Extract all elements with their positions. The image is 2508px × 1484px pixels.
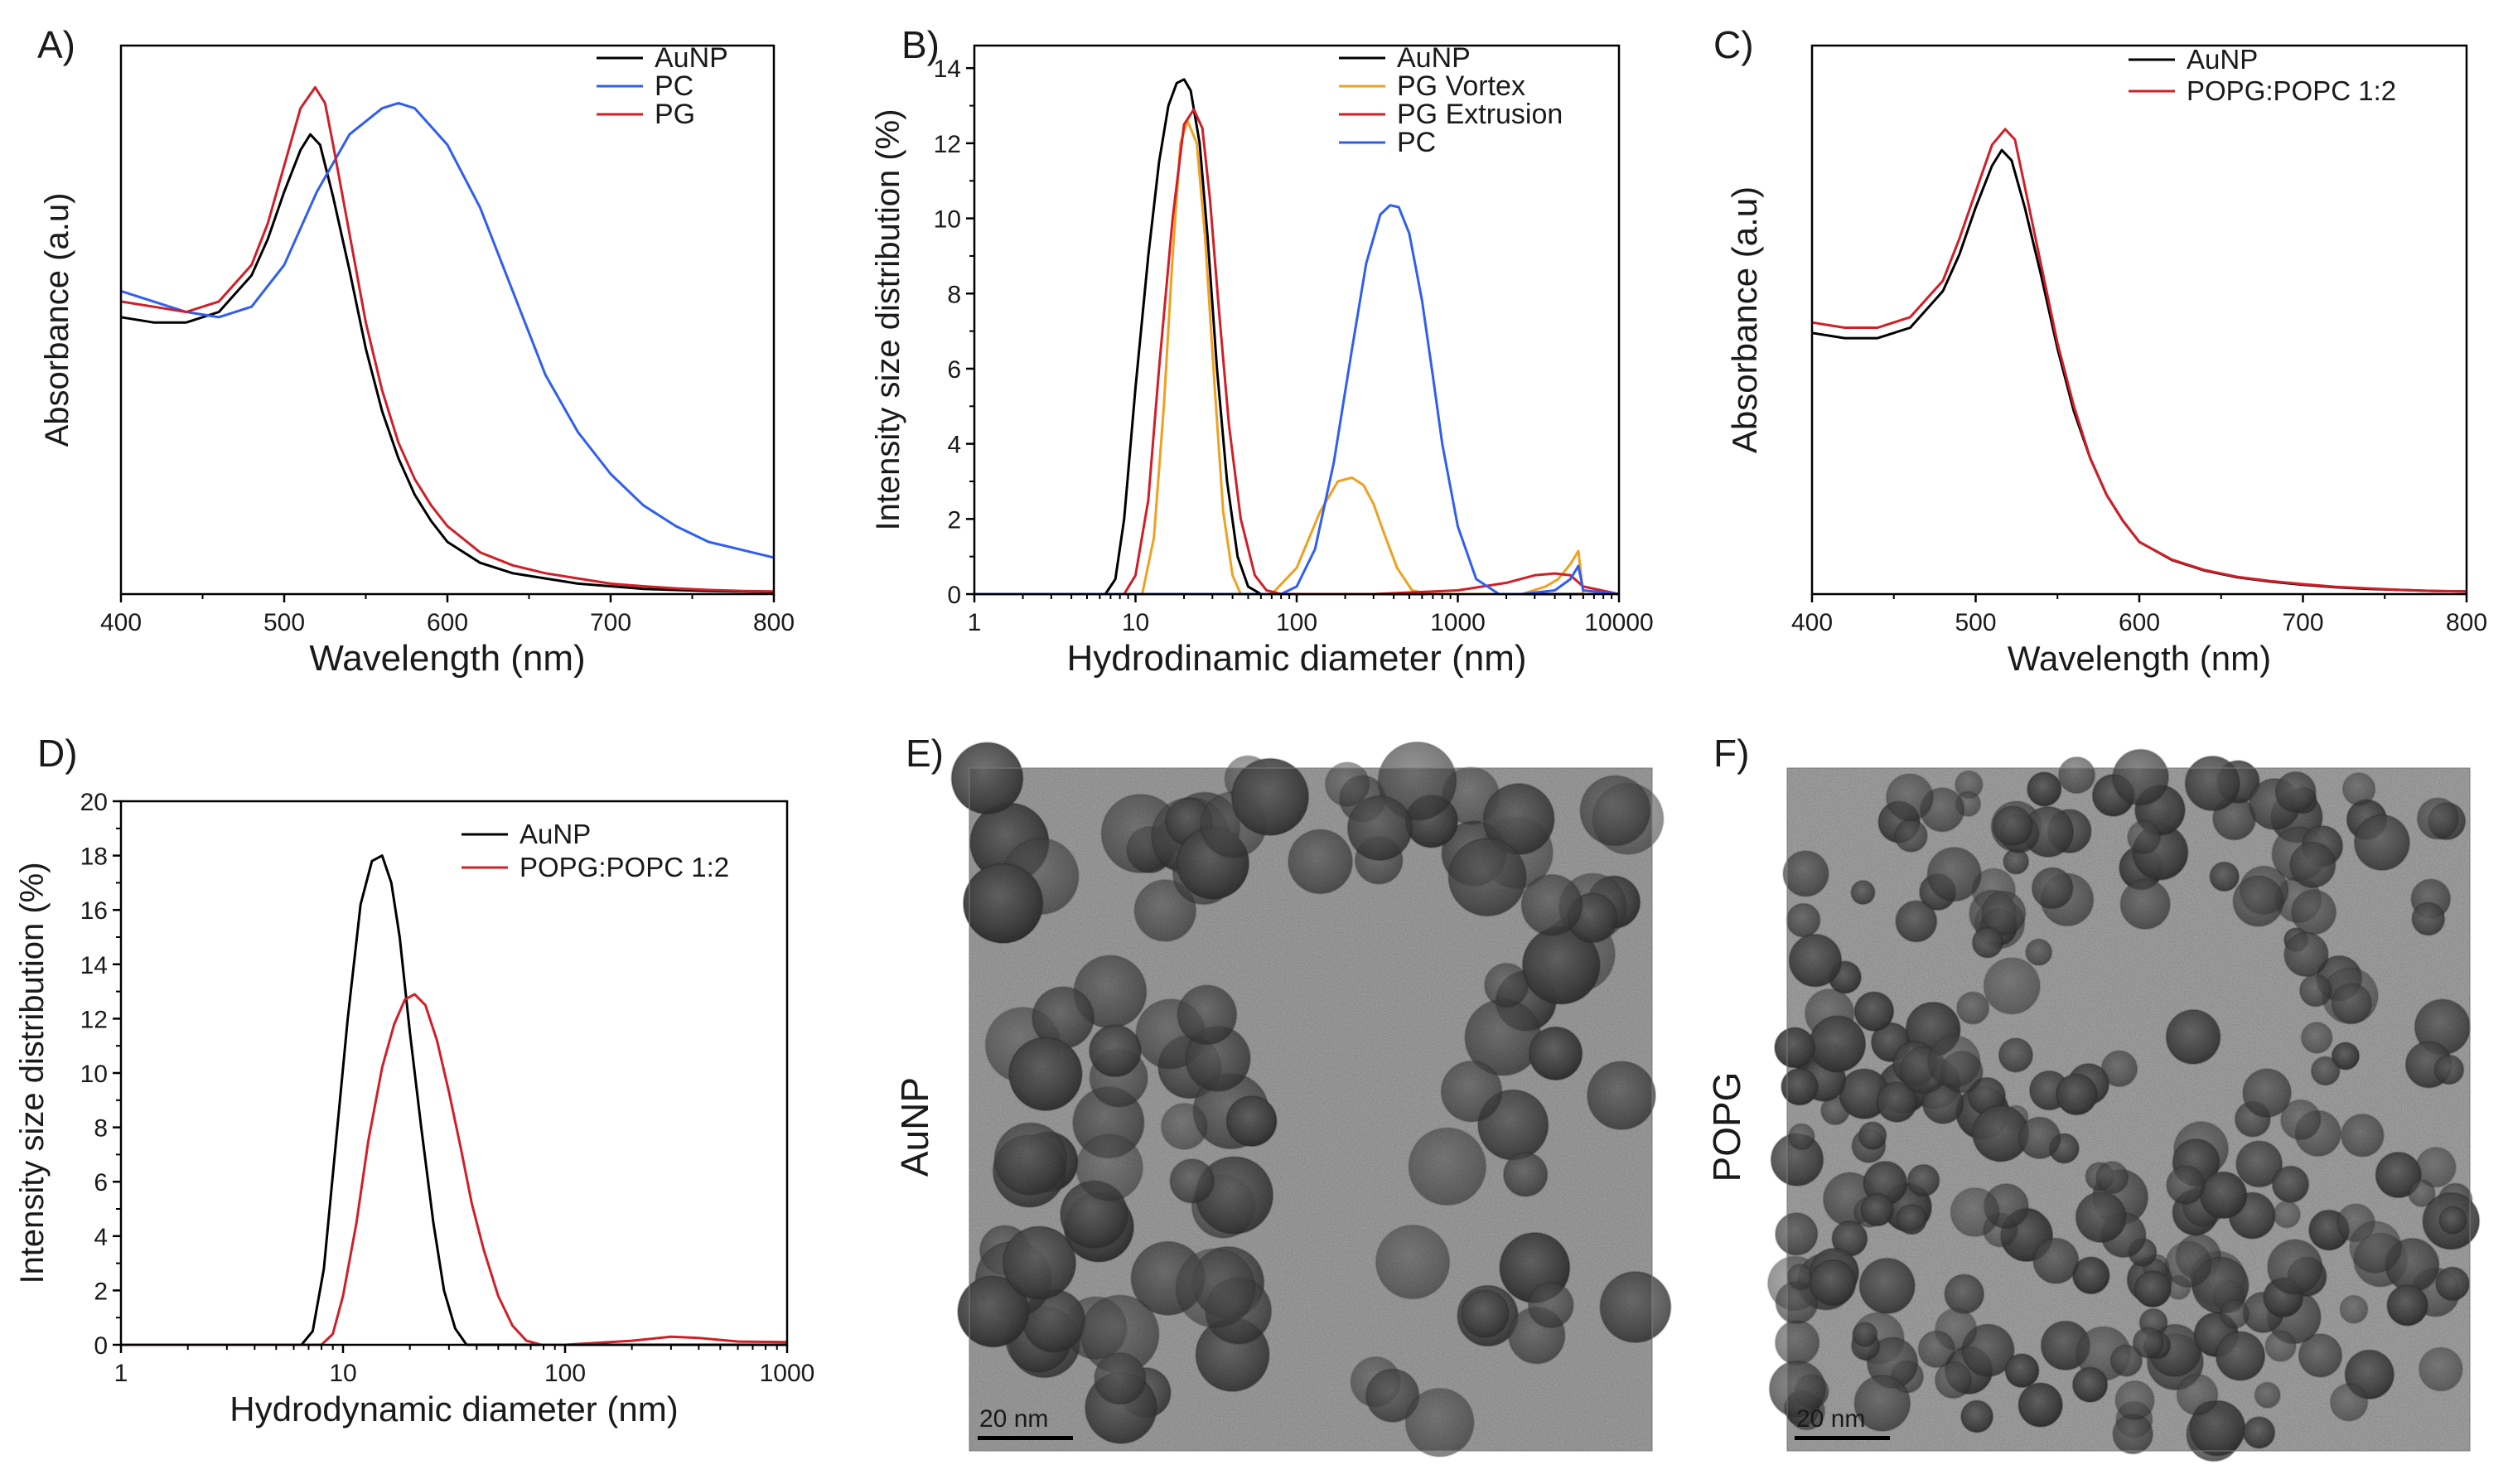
legend-label: AuNP [519,819,591,849]
panel-label-c: C) [1713,23,1754,66]
y-tick-label: 0 [947,582,961,609]
y-tick-label: 6 [94,1169,108,1196]
y-tick-label: 10 [934,206,961,234]
series-line-pg [120,85,775,593]
series-line-popg-popc-1-2 [1811,128,2467,593]
chart-b: 1 10 100 1000 10000 0 2 4 6 8 10 12 14 Hydrodinamic d… [870,42,1654,679]
y-axis-label: Intensity size distribution (%) [870,109,906,530]
x-tick-label: 100 [1276,609,1317,636]
y-tick-label: 18 [80,844,108,871]
x-tick-label: 700 [590,609,631,636]
y-tick-label: 14 [934,56,961,83]
y-tick-label: 10 [80,1061,108,1088]
y-tick-label: 8 [947,281,961,308]
series-line-popg-popc-1-2 [121,993,788,1346]
legend-label: AuNP [655,42,728,74]
tem-image-e [950,741,1672,1457]
x-tick-label: 500 [263,609,305,636]
series-line-aunp [1811,148,2467,593]
y-axis-label: Absorbance (a.u) [1725,186,1764,453]
panel-label-f: F) [1713,732,1749,775]
x-tick-label: 700 [2282,609,2323,636]
x-tick-label: 600 [2119,609,2160,636]
legend-label: POPG:POPC 1:2 [519,852,729,882]
x-axis-label: Hydrodinamic diameter (nm) [1066,638,1526,679]
y-axis-label: Absorbance (a.u) [39,193,75,447]
tem-side-label-e: AuNP [893,1077,936,1177]
x-tick-label: 10 [329,1360,356,1387]
chart-c: 400 500 600 700 800 Wavelength (nm) Absorbance… [1725,44,2487,678]
legend-label: AuNP [1397,42,1471,74]
legend-label: PG [655,99,695,130]
x-tick-label: 800 [753,609,795,636]
x-tick-label: 1000 [1430,609,1486,636]
y-tick-label: 0 [94,1332,108,1360]
x-tick-label: 1 [968,609,982,636]
y-tick-label: 14 [80,952,108,979]
scale-bar-label-e: 20 nm [979,1405,1048,1433]
panel-label-a: A) [37,23,75,66]
y-tick-label: 4 [947,432,961,459]
scale-bar-e [978,1436,1073,1440]
x-axis-label: Wavelength (nm) [309,638,585,679]
y-tick-label: 12 [934,131,961,158]
y-tick-label: 2 [94,1278,108,1305]
x-tick-label: 1000 [760,1360,815,1387]
y-tick-label: 16 [80,897,108,925]
chart-d: 1 10 100 1000 0 2 4 6 8 10 12 14 16 18 20 Hydrodynamic … [14,789,814,1428]
series-line-pg-extrusion [974,108,1620,596]
plot-frame [119,800,789,1346]
legend-label: PC [655,70,693,102]
x-tick-label: 400 [1791,609,1833,636]
series-line-aunp [121,854,787,1346]
legend-label: PC [1397,127,1436,158]
panel-label-b: B) [901,23,940,66]
x-tick-label: 1 [114,1360,128,1387]
x-tick-label: 10 [1122,609,1149,636]
series-line-pc [120,101,775,559]
tem-panel-f: POPG 20 nm [1705,748,2481,1462]
series-line-pc [974,204,1620,596]
y-tick-label: 6 [947,356,961,384]
plot-frame [1810,44,2468,596]
scale-bar-label-f: 20 nm [1796,1405,1865,1433]
series-line-pg-vortex [974,119,1619,596]
scale-bar-f [1795,1436,1890,1440]
tem-panel-e: AuNP 20 nm [893,741,1672,1457]
series-line-aunp [974,78,1619,596]
legend-label: POPG:POPC 1:2 [2187,75,2396,106]
x-tick-label: 400 [100,609,142,636]
panel-label-e: E) [906,732,944,775]
y-axis-label: Intensity size distribution (%) [14,862,51,1283]
x-tick-label: 100 [544,1360,586,1387]
x-axis-label: Hydrodynamic diameter (nm) [230,1390,679,1428]
chart-a: 400 500 600 700 800 Wavelength (nm) Absorbance… [39,42,795,679]
x-tick-label: 500 [1955,609,1996,636]
legend-label: PG Vortex [1397,70,1525,102]
y-tick-label: 20 [80,789,108,816]
x-tick-label: 600 [427,609,468,636]
x-tick-label: 800 [2446,609,2487,636]
x-axis-label: Wavelength (nm) [2008,639,2271,678]
y-tick-label: 2 [947,506,961,534]
y-tick-label: 12 [80,1006,108,1033]
series-line-aunp [120,133,775,593]
legend-label: PG Extrusion [1397,99,1563,130]
y-tick-label: 8 [94,1115,108,1143]
tem-image-f [1766,748,2481,1462]
y-tick-label: 4 [94,1224,108,1251]
legend-label: AuNP [2187,44,2258,75]
tem-side-label-f: POPG [1705,1072,1748,1182]
panel-label-d: D) [37,732,78,775]
x-tick-label: 10000 [1584,609,1653,636]
